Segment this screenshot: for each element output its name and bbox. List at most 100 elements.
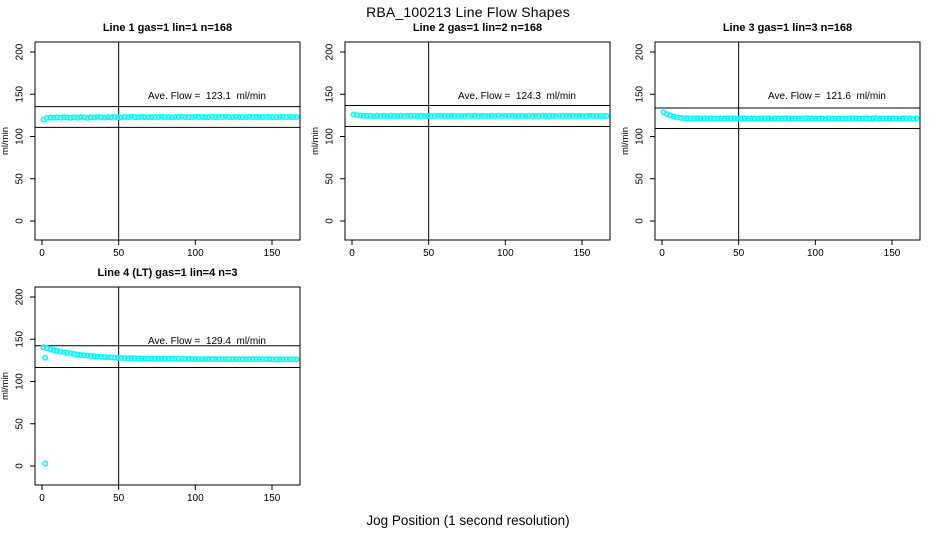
flow-point bbox=[60, 349, 67, 356]
flow-point bbox=[603, 112, 610, 119]
flow-point bbox=[707, 115, 714, 122]
flow-point bbox=[215, 114, 222, 121]
flow-point bbox=[222, 113, 229, 120]
flow-point bbox=[87, 114, 94, 121]
flow-point bbox=[468, 113, 475, 120]
flow-point bbox=[862, 115, 869, 122]
y-tick-label: 0 bbox=[15, 218, 26, 224]
flow-point bbox=[165, 114, 172, 121]
flow-point bbox=[448, 112, 455, 119]
flow-point bbox=[104, 354, 111, 361]
flow-point bbox=[158, 113, 165, 120]
flow-point bbox=[67, 350, 74, 357]
flow-point bbox=[101, 354, 108, 361]
flow-point bbox=[792, 115, 799, 122]
flow-point bbox=[566, 113, 573, 120]
flow-point bbox=[529, 113, 536, 120]
flow-point bbox=[114, 354, 121, 361]
flow-point bbox=[175, 355, 182, 362]
flow-point bbox=[512, 113, 519, 120]
flow-point bbox=[172, 114, 179, 121]
flow-point bbox=[236, 356, 243, 363]
x-tick-label: 50 bbox=[733, 248, 745, 259]
flow-point bbox=[384, 113, 391, 120]
x-tick-label: 0 bbox=[39, 493, 45, 504]
flow-point bbox=[418, 112, 425, 119]
flow-point bbox=[472, 112, 479, 119]
y-tick-label: 50 bbox=[635, 173, 646, 185]
flow-point bbox=[549, 112, 556, 119]
flow-point bbox=[189, 356, 196, 363]
flow-point bbox=[593, 112, 600, 119]
flow-point bbox=[731, 115, 738, 122]
y-tick-label: 200 bbox=[15, 288, 26, 305]
flow-point bbox=[485, 113, 492, 120]
flow-point bbox=[822, 115, 829, 122]
flow-point bbox=[488, 112, 495, 119]
flow-data-points bbox=[40, 113, 300, 123]
flow-point bbox=[202, 114, 209, 121]
flow-point bbox=[195, 114, 202, 121]
flow-point bbox=[852, 115, 859, 122]
flow-point bbox=[70, 351, 77, 358]
line-1-flow-chart: Line 1 gas=1 lin=1 n=168 0 50 100 150 200 0 50 1… bbox=[0, 22, 301, 259]
flow-point bbox=[141, 114, 148, 121]
flow-point bbox=[77, 351, 84, 358]
avg-flow-annotation: Ave. Flow = 123.1 ml/min bbox=[148, 91, 266, 102]
flow-point bbox=[138, 355, 145, 362]
flow-point bbox=[717, 115, 724, 122]
flow-point bbox=[108, 354, 115, 361]
flow-point bbox=[155, 114, 162, 121]
flow-point bbox=[387, 112, 394, 119]
flow-outlier-point bbox=[42, 460, 49, 467]
flow-point bbox=[108, 114, 115, 121]
flow-point bbox=[279, 356, 286, 363]
flow-point bbox=[701, 115, 708, 122]
flow-point bbox=[684, 115, 691, 122]
flow-point bbox=[226, 114, 233, 121]
flow-point bbox=[873, 115, 880, 122]
flow-point bbox=[118, 354, 125, 361]
flow-point bbox=[896, 115, 903, 122]
flow-point bbox=[903, 115, 910, 122]
x-tick-label: 0 bbox=[349, 248, 355, 259]
flow-point bbox=[263, 356, 270, 363]
flow-point bbox=[182, 114, 189, 121]
flow-point bbox=[758, 115, 765, 122]
flow-point bbox=[401, 113, 408, 120]
flow-point bbox=[50, 347, 57, 354]
flow-point bbox=[155, 355, 162, 362]
flow-point bbox=[771, 115, 778, 122]
flow-point bbox=[185, 114, 192, 121]
flow-point bbox=[589, 113, 596, 120]
subplot-title: Line 1 gas=1 lin=1 n=168 bbox=[103, 22, 232, 34]
flow-point bbox=[478, 112, 485, 119]
flow-point bbox=[290, 114, 297, 121]
y-axis-label: ml/min bbox=[0, 372, 11, 400]
flow-point bbox=[775, 115, 782, 122]
flow-point bbox=[465, 112, 472, 119]
flow-point bbox=[269, 114, 276, 121]
flow-point bbox=[199, 356, 206, 363]
flow-point bbox=[367, 112, 374, 119]
line-3-flow-chart: Line 3 gas=1 lin=3 n=168 0 50 100 150 200 0 50 1… bbox=[620, 22, 921, 259]
flow-point bbox=[849, 115, 856, 122]
y-tick-label: 150 bbox=[15, 85, 26, 102]
flow-point bbox=[539, 112, 546, 119]
y-tick-label: 0 bbox=[325, 218, 336, 224]
x-tick-label: 100 bbox=[497, 248, 514, 259]
flow-point bbox=[239, 356, 246, 363]
flow-point bbox=[755, 115, 762, 122]
flow-point bbox=[185, 356, 192, 363]
flow-point bbox=[97, 114, 104, 121]
flow-point bbox=[559, 113, 566, 120]
flow-point bbox=[114, 114, 121, 121]
flow-point bbox=[738, 115, 745, 122]
flow-point bbox=[209, 356, 216, 363]
flow-point bbox=[353, 112, 360, 119]
flow-point bbox=[704, 115, 711, 122]
flow-point bbox=[502, 112, 509, 119]
flow-point bbox=[856, 115, 863, 122]
flow-point bbox=[374, 112, 381, 119]
